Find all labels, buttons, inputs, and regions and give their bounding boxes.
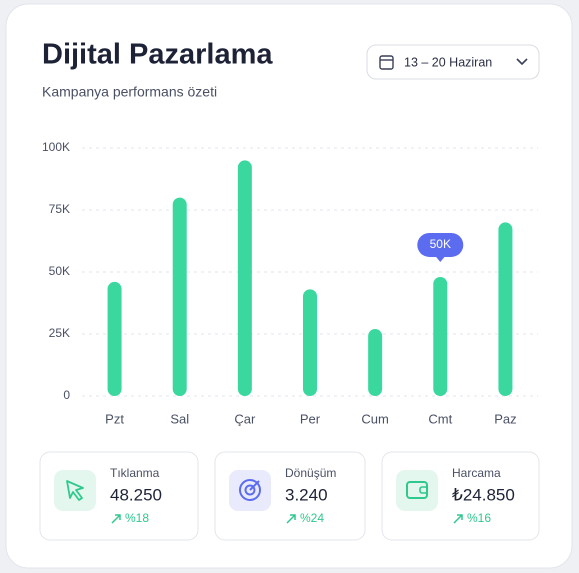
stat-change: %16 — [467, 511, 491, 525]
wallet-icon-clasp — [419, 486, 428, 494]
bar — [498, 222, 513, 396]
chart: 0 25K 50K 75K 100K Pzt Sal Çar Per Cum Cmt Paz 50K — [42, 140, 538, 426]
x-tick-label: Cum — [361, 411, 388, 426]
bar — [433, 276, 448, 396]
stat-icon-box — [54, 470, 96, 511]
stat-icon-box — [396, 470, 438, 511]
target-icon-inner — [244, 484, 256, 496]
bar — [107, 281, 122, 396]
stat-change: %24 — [300, 511, 324, 525]
y-tick-label: 100K — [42, 140, 70, 154]
x-tick-label: Paz — [494, 411, 516, 426]
y-tick-label: 50K — [49, 264, 70, 278]
cursor-icon — [66, 480, 84, 501]
subtitle: Kampanya performans özeti — [42, 84, 217, 100]
stat-change: %18 — [125, 511, 149, 525]
x-tick-label: Pzt — [105, 411, 124, 426]
stat-label: Tıklanma — [110, 466, 160, 480]
stat-icon-box — [229, 470, 271, 511]
x-tick-label: Per — [300, 411, 321, 426]
y-tick-label: 0 — [63, 388, 70, 402]
trend-arrow — [111, 514, 121, 524]
tooltip — [417, 232, 464, 257]
stat-value: ₺24.850 — [452, 485, 515, 504]
x-tick-label: Sal — [170, 411, 189, 426]
y-tick-label: 25K — [49, 326, 70, 340]
tooltip-label: 50K — [430, 237, 451, 251]
target-icon — [239, 479, 261, 501]
bar — [172, 197, 187, 396]
chevron — [516, 58, 528, 66]
tooltip-pointer — [435, 255, 446, 262]
trend-arrow — [453, 514, 463, 524]
stat-value: 3.240 — [285, 485, 328, 504]
stat-label: Harcama — [452, 466, 501, 480]
bar — [303, 289, 317, 396]
bar — [368, 329, 383, 396]
date-picker-box[interactable] — [366, 44, 540, 80]
bar — [237, 160, 252, 396]
calendar-icon — [379, 55, 394, 70]
card — [5, 3, 573, 569]
target-icon-arrow — [249, 480, 260, 491]
y-tick-label: 75K — [49, 202, 70, 216]
stat-label: Dönüşüm — [285, 466, 336, 480]
trend-arrow — [286, 514, 296, 524]
x-tick-label: Cmt — [428, 411, 452, 426]
date-range[interactable]: 13 – 20 Haziran — [404, 55, 492, 69]
x-tick-label: Çar — [234, 411, 256, 426]
date-picker[interactable]: 13 – 20 Haziran — [366, 44, 540, 80]
stat-value: 48.250 — [110, 485, 162, 504]
title: Dijital Pazarlama — [42, 39, 273, 71]
stats: Tıklanma 48.250 %18 Dönüşüm 3.240 %24 Harcama ₺… — [39, 451, 540, 541]
